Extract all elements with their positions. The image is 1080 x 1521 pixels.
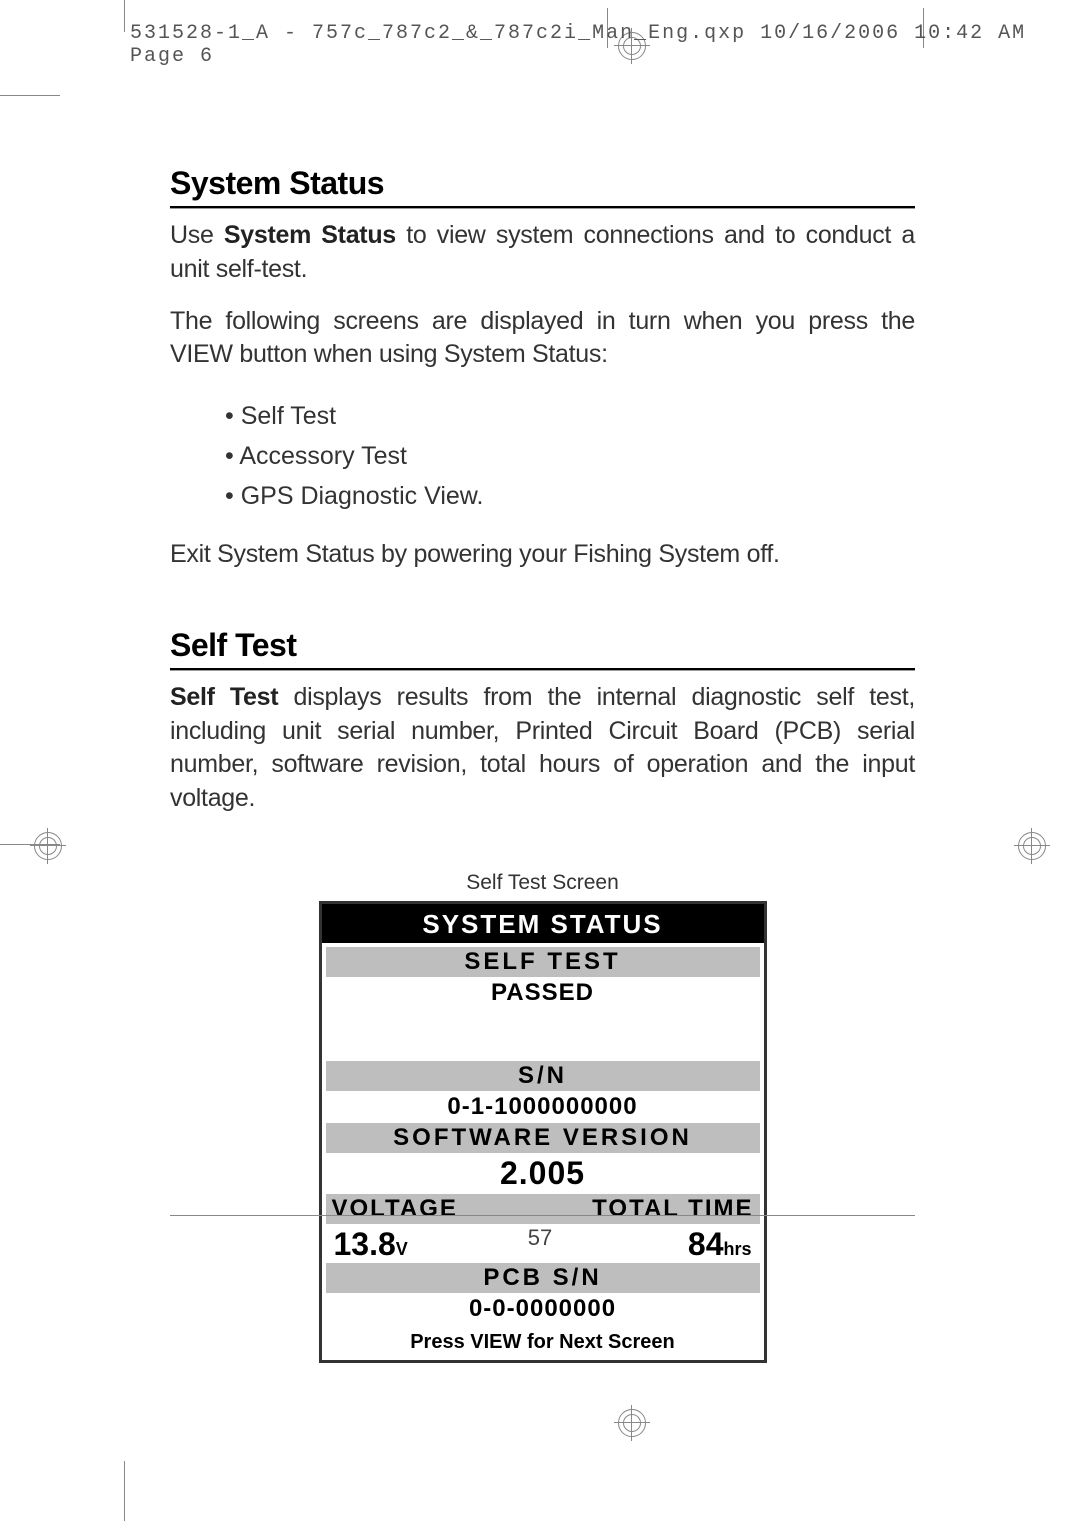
registration-mark-left xyxy=(30,828,66,864)
body-paragraph: The following screens are displayed in t… xyxy=(170,305,915,373)
screen-label: PCB S/N xyxy=(326,1263,760,1293)
body-paragraph: Exit System Status by powering your Fish… xyxy=(170,538,915,572)
list-item: Self Test xyxy=(225,396,915,436)
registration-mark-bottom xyxy=(614,1405,650,1441)
registration-mark-right xyxy=(1014,828,1050,864)
screen-label: SOFTWARE VERSION xyxy=(326,1123,760,1153)
screen-body: SELF TEST PASSED S/N 0-1-1000000000 SOFT… xyxy=(322,943,764,1360)
screen-footer: Press VIEW for Next Screen xyxy=(322,1325,764,1360)
section-rule xyxy=(170,206,915,209)
body-paragraph: Use System Status to view system connect… xyxy=(170,219,915,287)
page-number: 57 xyxy=(0,1225,1080,1251)
text: Use xyxy=(170,221,224,249)
section-heading-system-status: System Status xyxy=(170,165,915,202)
crop-mark xyxy=(0,95,60,96)
screen-label: S/N xyxy=(326,1061,760,1091)
list-item: Accessory Test xyxy=(225,436,915,476)
section-rule xyxy=(170,668,915,671)
page-content: System Status Use System Status to view … xyxy=(170,165,915,1363)
screen-value: 2.005 xyxy=(322,1153,764,1194)
section-heading-self-test: Self Test xyxy=(170,627,915,664)
bold-text: System Status xyxy=(224,221,396,249)
list-item: GPS Diagnostic View. xyxy=(225,476,915,516)
screen-value: 0-1-1000000000 xyxy=(322,1091,764,1123)
bullet-list: Self Test Accessory Test GPS Diagnostic … xyxy=(225,396,915,516)
print-header: 531528-1_A - 757c_787c2_&_787c2i_Man_Eng… xyxy=(130,22,1080,68)
crop-mark xyxy=(124,0,125,32)
screen-value: 0-0-0000000 xyxy=(322,1293,764,1325)
bold-text: Self Test xyxy=(170,683,278,711)
crop-mark xyxy=(124,1461,125,1521)
screen-gap xyxy=(322,1009,764,1061)
text: displays results from the internal diagn… xyxy=(170,683,915,812)
body-paragraph: Self Test displays results from the inte… xyxy=(170,681,915,816)
screen-label: SELF TEST xyxy=(326,947,760,977)
device-screenshot: SYSTEM STATUS SELF TEST PASSED S/N 0-1-1… xyxy=(319,901,767,1363)
totaltime-label: TOTAL TIME xyxy=(592,1195,753,1223)
bottom-rule xyxy=(170,1215,915,1216)
screen-value: PASSED xyxy=(322,977,764,1009)
figure-caption: Self Test Screen xyxy=(170,871,915,895)
voltage-label: VOLTAGE xyxy=(332,1195,458,1223)
screen-label-split: VOLTAGE TOTAL TIME xyxy=(326,1194,760,1224)
screen-title: SYSTEM STATUS xyxy=(322,904,764,943)
